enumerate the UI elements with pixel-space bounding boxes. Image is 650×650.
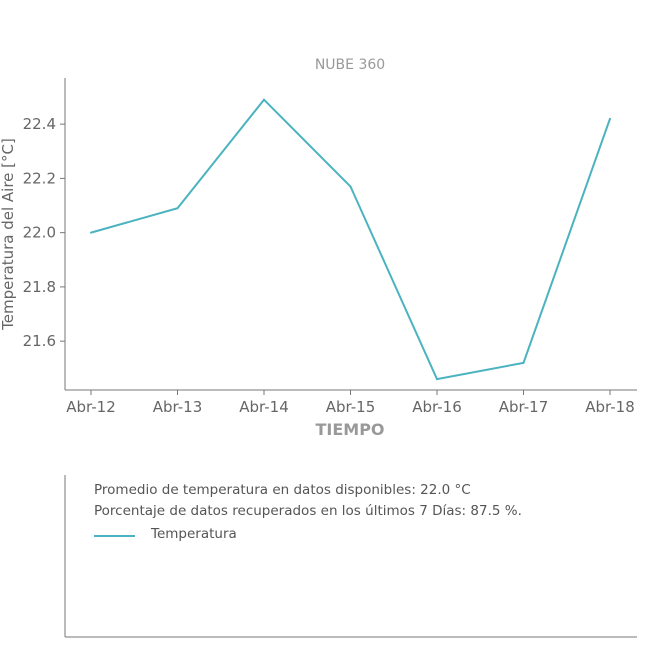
x-tick-label: Abr-17 — [499, 398, 549, 416]
data-point — [176, 207, 179, 210]
data-point — [609, 117, 611, 120]
y-ticks: 21.6 21.8 22.0 22.2 22.4 — [23, 115, 65, 350]
average-note: Promedio de temperatura en datos disponi… — [94, 482, 471, 498]
series-line-temperatura — [90, 98, 611, 381]
x-axis-label: TIEMPO — [315, 420, 384, 439]
y-tick-label: 22.0 — [23, 224, 56, 242]
data-point — [522, 361, 525, 364]
x-tick-label: Abr-16 — [412, 398, 462, 416]
y-axis-label: Temperatura del Aire [°C] — [0, 138, 17, 331]
y-tick-label: 21.6 — [23, 332, 56, 350]
data-point — [436, 378, 438, 381]
y-tick-label: 22.2 — [23, 169, 56, 187]
chart-title: NUBE 360 — [315, 57, 385, 73]
data-point — [90, 231, 92, 234]
data-point — [349, 185, 352, 188]
series-layer — [90, 98, 611, 381]
y-tick-label: 22.4 — [23, 115, 56, 133]
x-tick-label: Abr-18 — [585, 398, 635, 416]
recovered-note: Porcentaje de datos recuperados en los ú… — [94, 503, 522, 519]
legend-label: Temperatura — [150, 526, 237, 542]
x-tick-label: Abr-12 — [66, 398, 116, 416]
x-tick-label: Abr-14 — [239, 398, 289, 416]
plot-axes — [64, 78, 637, 391]
x-tick-label: Abr-13 — [153, 398, 203, 416]
x-tick-label: Abr-15 — [326, 398, 376, 416]
y-tick-label: 21.8 — [23, 278, 56, 296]
data-point — [263, 98, 265, 101]
x-ticks: Abr-12 Abr-13 Abr-14 Abr-15 Abr-16 Abr-17 Abr-… — [66, 390, 635, 416]
